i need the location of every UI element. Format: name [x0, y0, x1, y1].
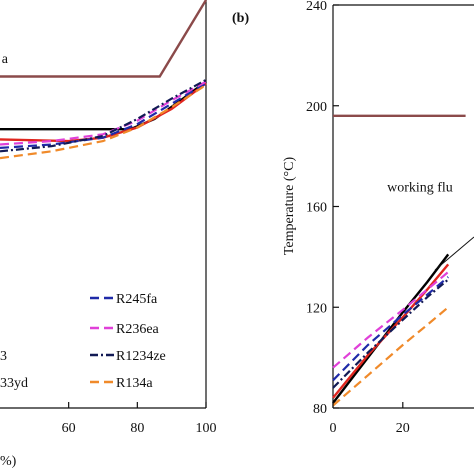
panel-b-series: [332, 114, 466, 407]
legend-item-r1234ze: R1234ze: [90, 349, 166, 364]
series-line-a-r245fa: [0, 82, 207, 149]
panel-a-x-ticks: 60 80 100: [62, 402, 217, 436]
series-line-b-black-solid: [332, 253, 450, 404]
x-tick-label-b-0: 0: [330, 421, 337, 436]
series-line-b-red-solid: [332, 263, 450, 399]
panel-b-annotation-pointer: [434, 236, 474, 271]
series-line-a-heat-source: [0, 0, 208, 78]
y-tick-label-b-120: 120: [306, 301, 327, 316]
legend-label-r245fa: R245fa: [116, 292, 158, 307]
series-line-a-r1234ze: [0, 78, 207, 153]
panel-a: 60 80 100 a %) R245fa R236ea R1234ze R134a…: [0, 0, 217, 469]
panel-b-y-ticks: 80 120 160 200 240: [306, 0, 339, 417]
legend-item-r245fa: R245fa: [90, 292, 158, 307]
y-tick-label-b-200: 200: [306, 100, 327, 115]
y-tick-label-b-80: 80: [313, 402, 327, 417]
y-tick-label-b-240: 240: [306, 0, 327, 14]
panel-a-annotation: a: [2, 52, 9, 67]
legend-item-r134a: R134a: [90, 376, 153, 391]
x-tick-label-a-100: 100: [196, 421, 217, 436]
panel-b-label: (b): [232, 11, 249, 26]
panel-a-x-label: %): [0, 454, 17, 469]
series-line-b-r245fa: [332, 276, 449, 382]
legend-label-clipped-1: 3: [0, 349, 7, 364]
y-tick-label-b-160: 160: [306, 201, 327, 216]
panel-b-y-label: Temperature (°C): [282, 157, 297, 256]
series-line-a-red-solid: [0, 82, 207, 143]
panel-b-annotation: working flu: [387, 180, 453, 195]
panel-a-series: [0, 0, 208, 160]
x-tick-label-a-60: 60: [62, 421, 76, 436]
legend-label-r236ea: R236ea: [116, 322, 160, 337]
series-line-a-r236ea: [0, 80, 207, 146]
legend-label-r134a: R134a: [116, 376, 153, 391]
series-line-b-r1234ze: [332, 278, 449, 389]
series-line-a-r134a: [0, 84, 207, 160]
series-line-b-r236ea: [332, 271, 449, 369]
panel-b-x-ticks: 0 20: [330, 402, 410, 436]
legend-item-r236ea: R236ea: [90, 322, 160, 337]
x-tick-label-a-80: 80: [130, 421, 144, 436]
series-line-b-r134a: [332, 306, 449, 407]
x-tick-label-b-20: 20: [396, 421, 410, 436]
legend-label-r1234ze: R1234ze: [116, 349, 166, 364]
legend-label-clipped-2: 33yd: [0, 376, 28, 391]
